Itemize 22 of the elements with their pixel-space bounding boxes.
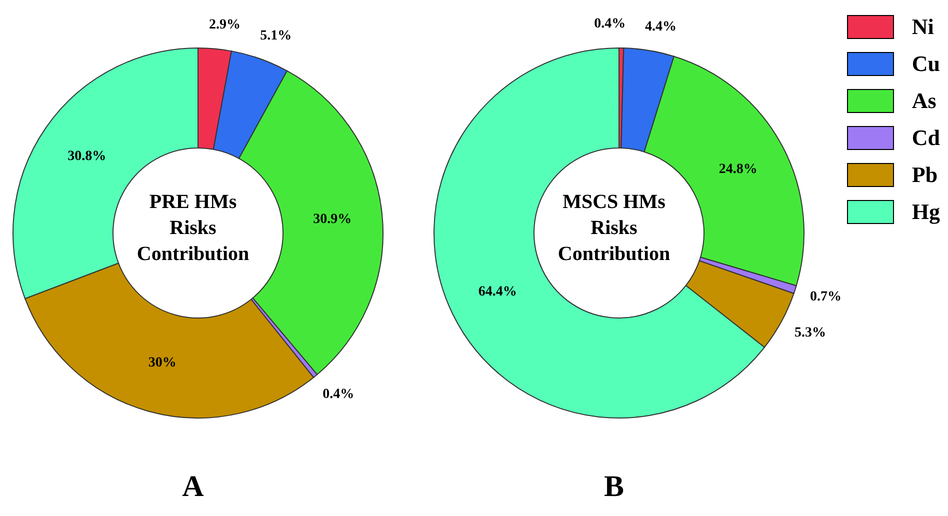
data-label: 0.4% (594, 16, 626, 32)
data-label: 0.7% (810, 289, 842, 304)
text: B (602, 470, 625, 504)
text: MSCS HMs Risks Contribution (558, 190, 670, 267)
legend-label: Hg (912, 198, 940, 224)
legend-label: Ni (912, 14, 934, 40)
data-label: 5.3% (794, 326, 826, 341)
legend-label: Cd (912, 124, 940, 150)
data-label: 4.4% (644, 19, 676, 34)
data-label: 30% (148, 356, 176, 371)
data-label: 5.1% (260, 28, 292, 44)
data-label: 30.9% (313, 212, 352, 228)
text: PRE HMs Risks Contribution (136, 190, 250, 267)
legend-label: Cu (912, 50, 940, 76)
text: A (181, 470, 205, 504)
data-label: 24.8% (718, 162, 758, 177)
data-label: 0.4% (322, 387, 354, 402)
data-label: 30.8% (68, 148, 106, 164)
legend-label: Pb (912, 162, 938, 188)
data-label: 2.9% (208, 17, 240, 32)
legend-label: As (912, 88, 936, 114)
data-label: 64.4% (478, 284, 517, 300)
